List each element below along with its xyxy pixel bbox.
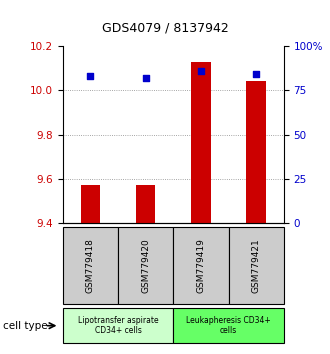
Point — [143, 75, 148, 81]
Text: cell type: cell type — [3, 321, 48, 331]
Text: Lipotransfer aspirate
CD34+ cells: Lipotransfer aspirate CD34+ cells — [78, 316, 158, 335]
Text: GSM779421: GSM779421 — [252, 238, 261, 293]
Text: Leukapheresis CD34+
cells: Leukapheresis CD34+ cells — [186, 316, 271, 335]
Point — [88, 73, 93, 79]
Point — [253, 72, 259, 77]
Bar — [247, 81, 266, 223]
Bar — [136, 185, 155, 223]
Text: GDS4079 / 8137942: GDS4079 / 8137942 — [102, 22, 228, 35]
Text: GSM779419: GSM779419 — [196, 238, 205, 293]
Bar — [81, 185, 100, 223]
Text: GSM779420: GSM779420 — [141, 238, 150, 293]
Bar — [191, 62, 211, 223]
Point — [198, 68, 204, 74]
Text: GSM779418: GSM779418 — [86, 238, 95, 293]
